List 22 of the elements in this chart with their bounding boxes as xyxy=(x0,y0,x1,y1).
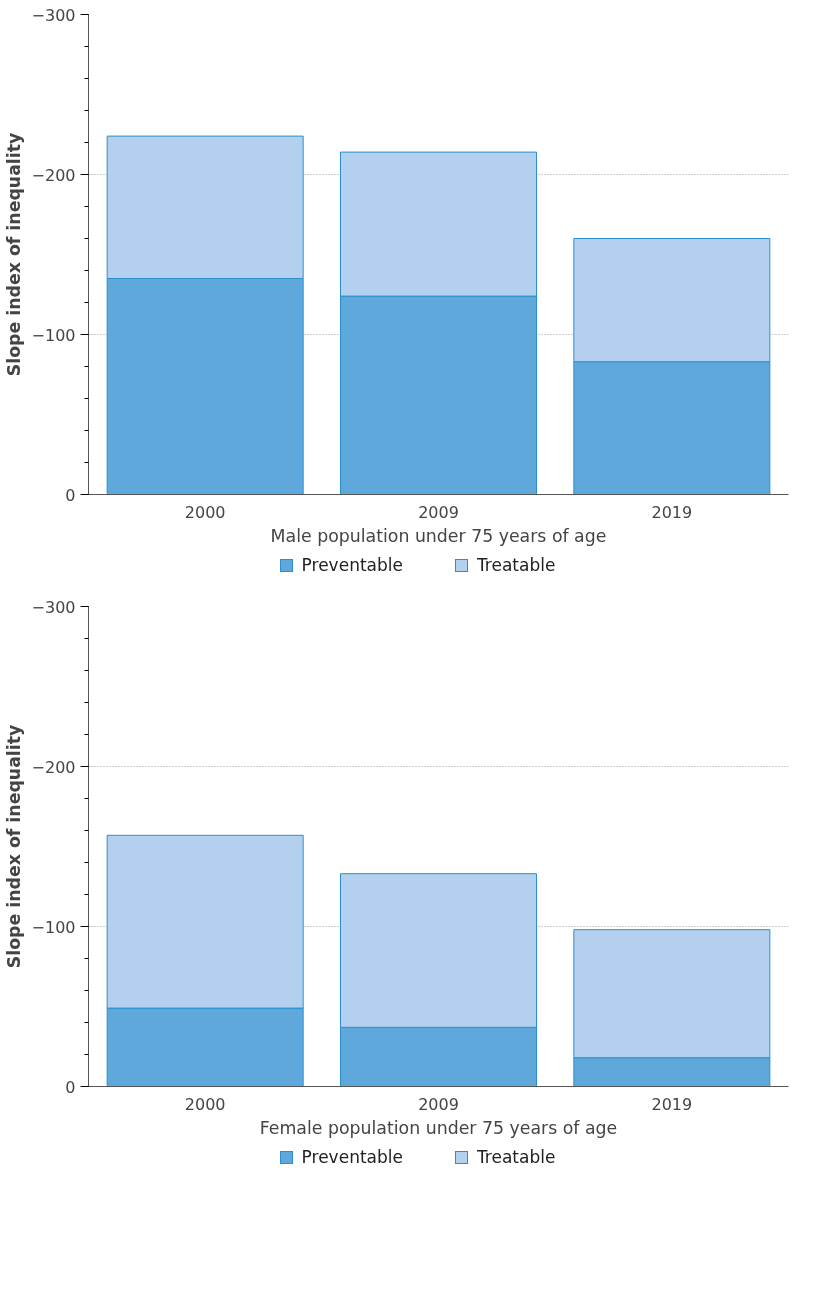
y-tick-label: −300 xyxy=(31,5,76,25)
legend-item: Treatable xyxy=(454,1145,556,1170)
y-tick-label: −100 xyxy=(31,325,76,345)
legend-item: Preventable xyxy=(279,1145,403,1170)
x-axis-title: Female population under 75 years of age xyxy=(259,1117,618,1138)
x-tick-label: 2009 xyxy=(418,502,459,522)
y-tick-label: −200 xyxy=(31,757,76,777)
y-axis-title: Slope index of inequality xyxy=(3,132,24,377)
y-axis-title: Slope index of inequality xyxy=(3,724,24,969)
y-tick-label: 0 xyxy=(65,485,76,505)
x-tick-label: 2000 xyxy=(184,502,226,522)
x-tick-label: 2009 xyxy=(418,1094,459,1114)
legend-item: Preventable xyxy=(279,553,403,578)
x-axis-title: Male population under 75 years of age xyxy=(270,525,607,546)
legend-item: Treatable xyxy=(454,553,556,578)
y-tick-label: −200 xyxy=(31,165,76,185)
x-tick-label: 2019 xyxy=(651,1094,693,1114)
y-tick-label: 0 xyxy=(65,1077,76,1097)
x-tick-label: 2000 xyxy=(184,1094,226,1114)
y-tick-label: −300 xyxy=(31,597,76,617)
x-tick-label: 2019 xyxy=(651,502,693,522)
y-tick-label: −100 xyxy=(31,917,76,937)
